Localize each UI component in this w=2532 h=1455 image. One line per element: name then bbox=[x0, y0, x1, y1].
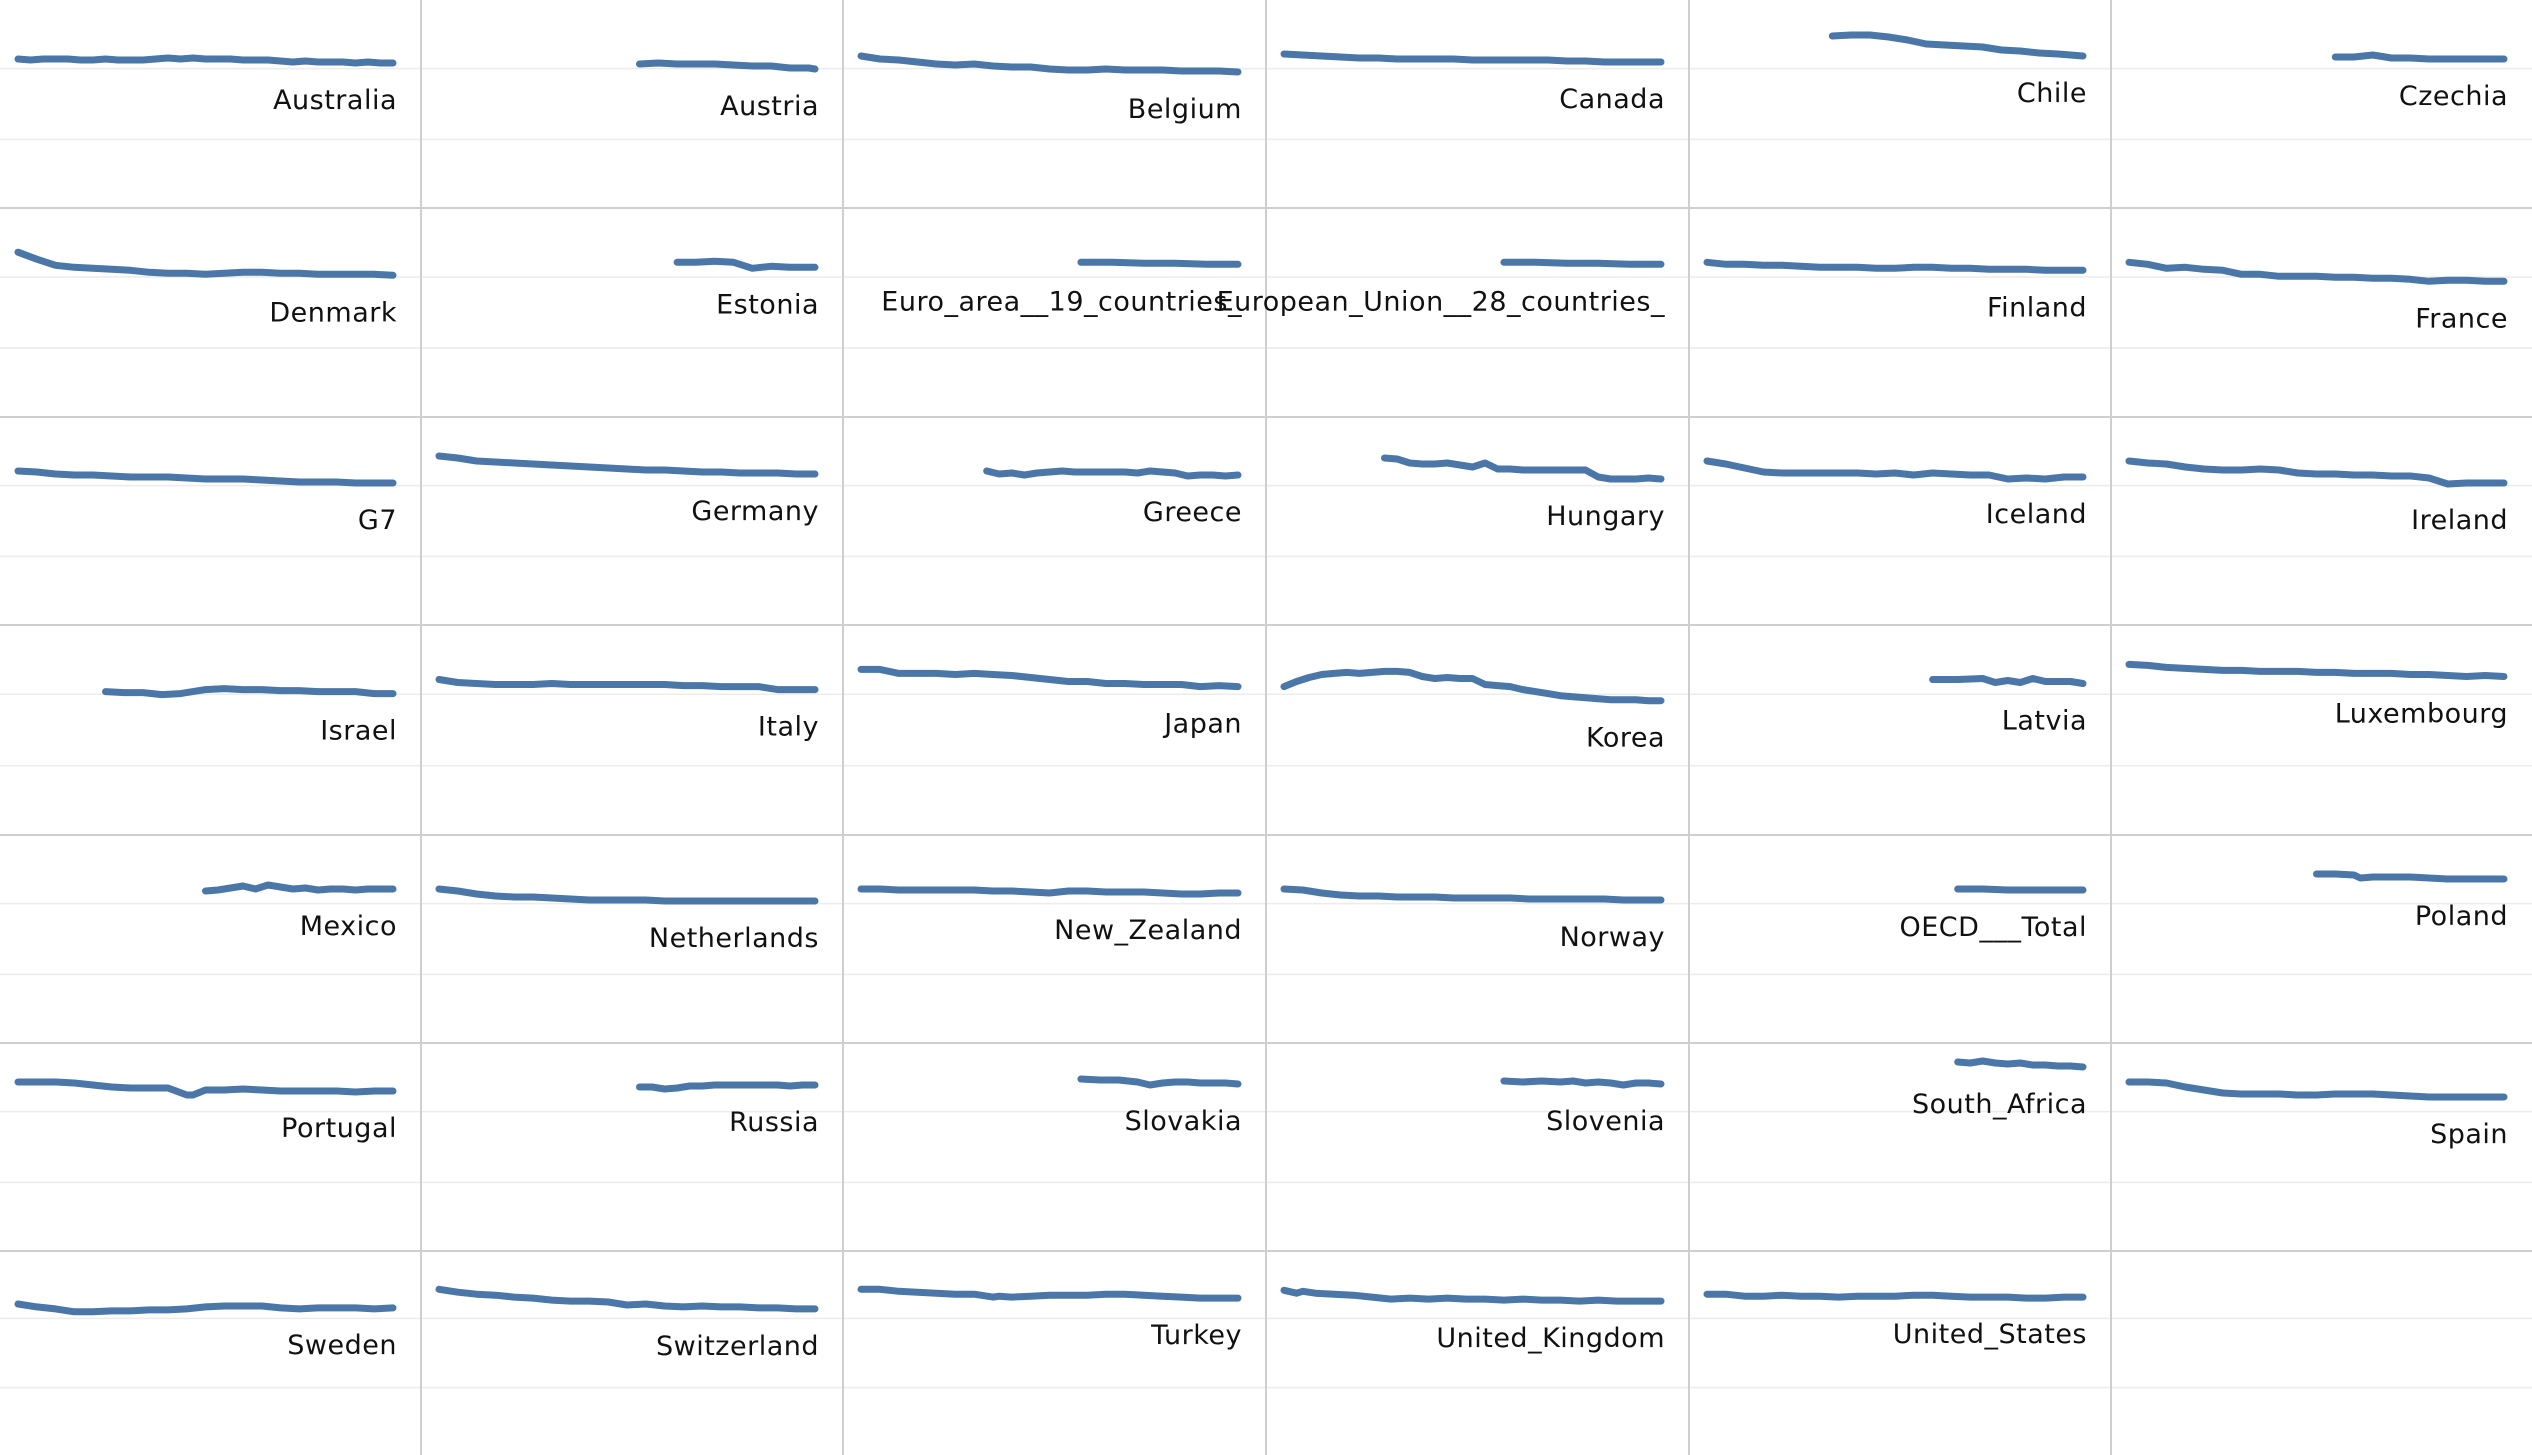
panel-label: Ireland bbox=[2411, 505, 2508, 536]
series-line-new_zealand bbox=[857, 885, 1242, 898]
series-line-latvia bbox=[1929, 675, 2087, 687]
panel-label: Slovenia bbox=[1546, 1106, 1665, 1137]
panel-label: Hungary bbox=[1546, 501, 1665, 532]
panel-label: France bbox=[2415, 303, 2508, 334]
panel-label: South_Africa bbox=[1912, 1089, 2087, 1120]
panel-label: Finland bbox=[1987, 292, 2087, 323]
series-line-austria bbox=[636, 59, 819, 73]
panel-label: United_Kingdom bbox=[1436, 1323, 1665, 1354]
panel-label: Sweden bbox=[287, 1330, 397, 1361]
series-line-united_states bbox=[1703, 1290, 2087, 1302]
series-line-mexico bbox=[202, 881, 397, 895]
panel-label: Norway bbox=[1560, 922, 1665, 953]
series-line-netherlands bbox=[435, 885, 819, 905]
panel-label: Chile bbox=[2017, 78, 2087, 109]
panel-label: Spain bbox=[2430, 1119, 2508, 1150]
series-line-ireland bbox=[2125, 457, 2508, 488]
series-line-korea bbox=[1280, 667, 1665, 705]
series-line-switzerland bbox=[435, 1285, 819, 1313]
panel-label: Netherlands bbox=[649, 923, 819, 954]
panel-label: Australia bbox=[273, 85, 397, 116]
panel-label: Israel bbox=[320, 716, 397, 747]
series-line-france bbox=[2125, 258, 2508, 285]
panel-label: Japan bbox=[1162, 709, 1242, 740]
series-line-denmark bbox=[14, 248, 397, 279]
panel-label: European_Union__28_countries_ bbox=[1217, 286, 1665, 317]
series-line-slovakia bbox=[1077, 1075, 1242, 1089]
panel-label: Luxembourg bbox=[2335, 698, 2508, 729]
panel-label: Portugal bbox=[281, 1113, 397, 1144]
panel-label: Czechia bbox=[2399, 81, 2508, 112]
series-line-portugal bbox=[14, 1078, 397, 1099]
series-line-italy bbox=[435, 676, 819, 694]
series-line-south_africa bbox=[1954, 1057, 2087, 1071]
series-line-oecd___total bbox=[1954, 885, 2087, 894]
series-line-sweden bbox=[14, 1300, 397, 1316]
series-line-japan bbox=[857, 665, 1242, 691]
series-line-greece bbox=[983, 467, 1242, 480]
series-line-poland bbox=[2313, 870, 2508, 883]
panel-label: New_Zealand bbox=[1054, 915, 1242, 946]
series-line-turkey bbox=[857, 1285, 1242, 1302]
series-line-luxembourg bbox=[2125, 660, 2508, 680]
panel-label: Latvia bbox=[2002, 706, 2087, 737]
panel-label: Switzerland bbox=[656, 1331, 819, 1362]
panel-label: Mexico bbox=[300, 911, 397, 942]
series-line-germany bbox=[435, 452, 819, 478]
series-line-chile bbox=[1828, 31, 2087, 60]
panel-label: Turkey bbox=[1150, 1320, 1242, 1351]
series-line-united_kingdom bbox=[1280, 1286, 1665, 1305]
series-line-belgium bbox=[857, 52, 1242, 76]
series-line-czechia bbox=[2331, 51, 2508, 63]
panel-label: Austria bbox=[720, 91, 819, 122]
panel-label: Poland bbox=[2415, 901, 2508, 932]
panel-label: Iceland bbox=[1986, 499, 2087, 530]
panel-label: G7 bbox=[358, 505, 397, 536]
series-line-israel bbox=[102, 685, 397, 699]
series-line-european_union__28_countries_ bbox=[1500, 258, 1665, 268]
series-lines bbox=[14, 31, 2508, 1316]
panel-label: Greece bbox=[1143, 497, 1242, 528]
series-line-russia bbox=[636, 1081, 819, 1093]
panel-label: United_States bbox=[1893, 1319, 2087, 1350]
panel-label: Korea bbox=[1586, 723, 1665, 754]
series-line-estonia bbox=[673, 257, 819, 272]
series-line-australia bbox=[14, 54, 397, 67]
series-line-canada bbox=[1280, 50, 1665, 66]
series-line-slovenia bbox=[1500, 1077, 1665, 1089]
panel-labels: Australia Austria Belgium Canada Chile Czechi… bbox=[269, 78, 2508, 1362]
panel-label: Slovakia bbox=[1125, 1106, 1242, 1137]
series-line-iceland bbox=[1703, 457, 2087, 483]
panel-label: Euro_area__19_countries_ bbox=[881, 286, 1242, 317]
series-line-finland bbox=[1703, 258, 2087, 274]
series-line-spain bbox=[2125, 1078, 2508, 1101]
panel-label: Canada bbox=[1559, 84, 1665, 115]
panel-label: Belgium bbox=[1128, 94, 1242, 125]
series-line-hungary bbox=[1381, 454, 1665, 483]
panel-label: Russia bbox=[729, 1107, 819, 1138]
panel-label: Estonia bbox=[716, 289, 819, 320]
panel-label: Germany bbox=[691, 496, 819, 527]
panel-label: Denmark bbox=[269, 297, 397, 328]
series-line-g7 bbox=[14, 467, 397, 487]
panel-label: Italy bbox=[758, 712, 819, 743]
panel-label: OECD___Total bbox=[1899, 912, 2087, 943]
series-line-euro_area__19_countries_ bbox=[1077, 258, 1242, 268]
series-line-norway bbox=[1280, 885, 1665, 904]
